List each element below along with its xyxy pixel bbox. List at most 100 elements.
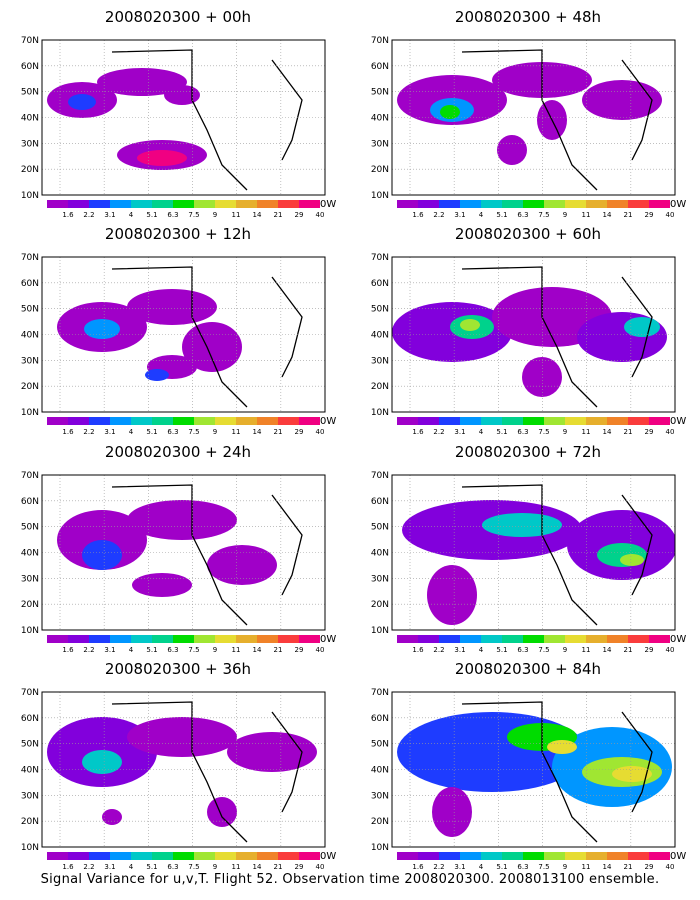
colorbar-label: 6.3	[517, 428, 528, 436]
lat-label: 60N	[371, 714, 389, 724]
coastline	[111, 49, 303, 191]
colorbar-swatch	[649, 635, 670, 643]
lat-label: 10N	[371, 408, 389, 418]
colorbar-label: 7.5	[538, 646, 549, 654]
colorbar-label: 21	[624, 211, 633, 219]
colorbar-swatch	[152, 200, 173, 208]
colorbar-swatch	[397, 852, 418, 860]
colorbar-swatch	[397, 200, 418, 208]
lat-label: 10N	[371, 191, 389, 201]
map-frame	[391, 691, 676, 848]
colorbar-label: 6.3	[517, 211, 528, 219]
colorbar-label: 14	[603, 211, 612, 219]
colorbar-swatch	[194, 635, 215, 643]
variance-contour	[227, 732, 317, 772]
colorbar-label: 11	[582, 211, 591, 219]
map-plot: 70N60N50N40N30N20N10N180160W140W120W100W…	[21, 36, 337, 219]
colorbar-label: 9	[213, 211, 217, 219]
lon-label: 60W	[664, 851, 687, 862]
map-frame	[391, 474, 676, 631]
colorbar-label: 29	[295, 863, 304, 871]
colorbar-swatch	[523, 200, 544, 208]
colorbar-label: 21	[274, 428, 283, 436]
colorbar-swatch	[439, 852, 460, 860]
lat-label: 60N	[21, 714, 39, 724]
panel-title: 2008020300 + 48h	[454, 8, 602, 26]
colorbar-swatch	[215, 635, 236, 643]
colorbar-label: 7.5	[538, 863, 549, 871]
colorbar-label: 11	[582, 646, 591, 654]
coastline	[461, 49, 653, 191]
colorbar-swatch	[257, 852, 278, 860]
colorbar-swatch	[481, 635, 502, 643]
variance-contour	[432, 787, 472, 837]
variance-contour	[207, 545, 277, 585]
colorbar-label: 1.6	[412, 428, 424, 436]
colorbar-swatch	[173, 200, 194, 208]
colorbar-label: 1.6	[412, 646, 424, 654]
lat-label: 10N	[371, 843, 389, 853]
variance-field	[397, 712, 672, 837]
colorbar-label: 3.1	[454, 428, 465, 436]
colorbar-label: 29	[295, 211, 304, 219]
map-frame	[391, 39, 676, 196]
colorbar-label: 6.3	[167, 428, 178, 436]
colorbar-label: 11	[582, 428, 591, 436]
colorbar-swatch	[299, 200, 320, 208]
panel-title: 2008020300 + 84h	[454, 660, 602, 678]
colorbar-swatch	[628, 417, 649, 425]
colorbar-swatch	[502, 417, 523, 425]
lat-label: 70N	[21, 36, 39, 46]
colorbar-swatch	[565, 635, 586, 643]
lon-label: 60W	[314, 851, 337, 862]
colorbar-swatch	[257, 417, 278, 425]
colorbar-swatch	[544, 200, 565, 208]
colorbar-swatch	[502, 635, 523, 643]
colorbar-swatch	[131, 200, 152, 208]
colorbar-label: 5.1	[146, 428, 157, 436]
variance-contour	[482, 513, 562, 537]
map-plot: 70N60N50N40N30N20N10N180160W140W120W100W…	[21, 688, 337, 871]
colorbar-label: 2.2	[433, 211, 444, 219]
colorbar-swatch	[460, 852, 481, 860]
colorbar-swatch	[68, 200, 89, 208]
colorbar-swatch	[586, 852, 607, 860]
colorbar-label: 4	[129, 646, 134, 654]
figure-caption: Signal Variance for u,v,T. Flight 52. Ob…	[40, 872, 660, 887]
colorbar-swatch	[194, 852, 215, 860]
colorbar-label: 1.6	[412, 863, 424, 871]
lat-label: 40N	[371, 331, 389, 341]
colorbar-label: 7.5	[538, 428, 549, 436]
coastline	[111, 484, 303, 626]
lat-label: 20N	[371, 817, 389, 827]
colorbar-label: 11	[582, 863, 591, 871]
map-panel: 2008020300 + 24h70N60N50N40N30N20N10N180…	[8, 443, 348, 658]
map-panel: 2008020300 + 48h70N60N50N40N30N20N10N180…	[358, 8, 698, 223]
colorbar-swatch	[418, 635, 439, 643]
colorbar-label: 29	[295, 428, 304, 436]
colorbar-label: 29	[645, 211, 654, 219]
variance-contour	[182, 322, 242, 372]
coastline	[111, 266, 303, 408]
colorbar-swatch	[460, 200, 481, 208]
lat-label: 70N	[21, 253, 39, 263]
colorbar-label: 5.1	[146, 863, 157, 871]
colorbar-swatch	[131, 417, 152, 425]
colorbar-label: 5.1	[146, 646, 157, 654]
colorbar-swatch	[481, 200, 502, 208]
colorbar-swatch	[418, 417, 439, 425]
lon-label: 60W	[664, 416, 687, 427]
colorbar-label: 4	[479, 863, 484, 871]
colorbar-label: 40	[316, 428, 325, 436]
lat-label: 40N	[21, 766, 39, 776]
colorbar-swatch	[299, 417, 320, 425]
lat-label: 60N	[371, 62, 389, 72]
colorbar-swatch	[278, 635, 299, 643]
lat-label: 30N	[21, 574, 39, 584]
colorbar-swatch	[628, 852, 649, 860]
panel-title: 2008020300 + 24h	[104, 443, 252, 461]
colorbar-swatch	[257, 635, 278, 643]
colorbar-label: 2.2	[433, 428, 444, 436]
lat-label: 70N	[21, 471, 39, 481]
variance-contour	[612, 766, 652, 782]
